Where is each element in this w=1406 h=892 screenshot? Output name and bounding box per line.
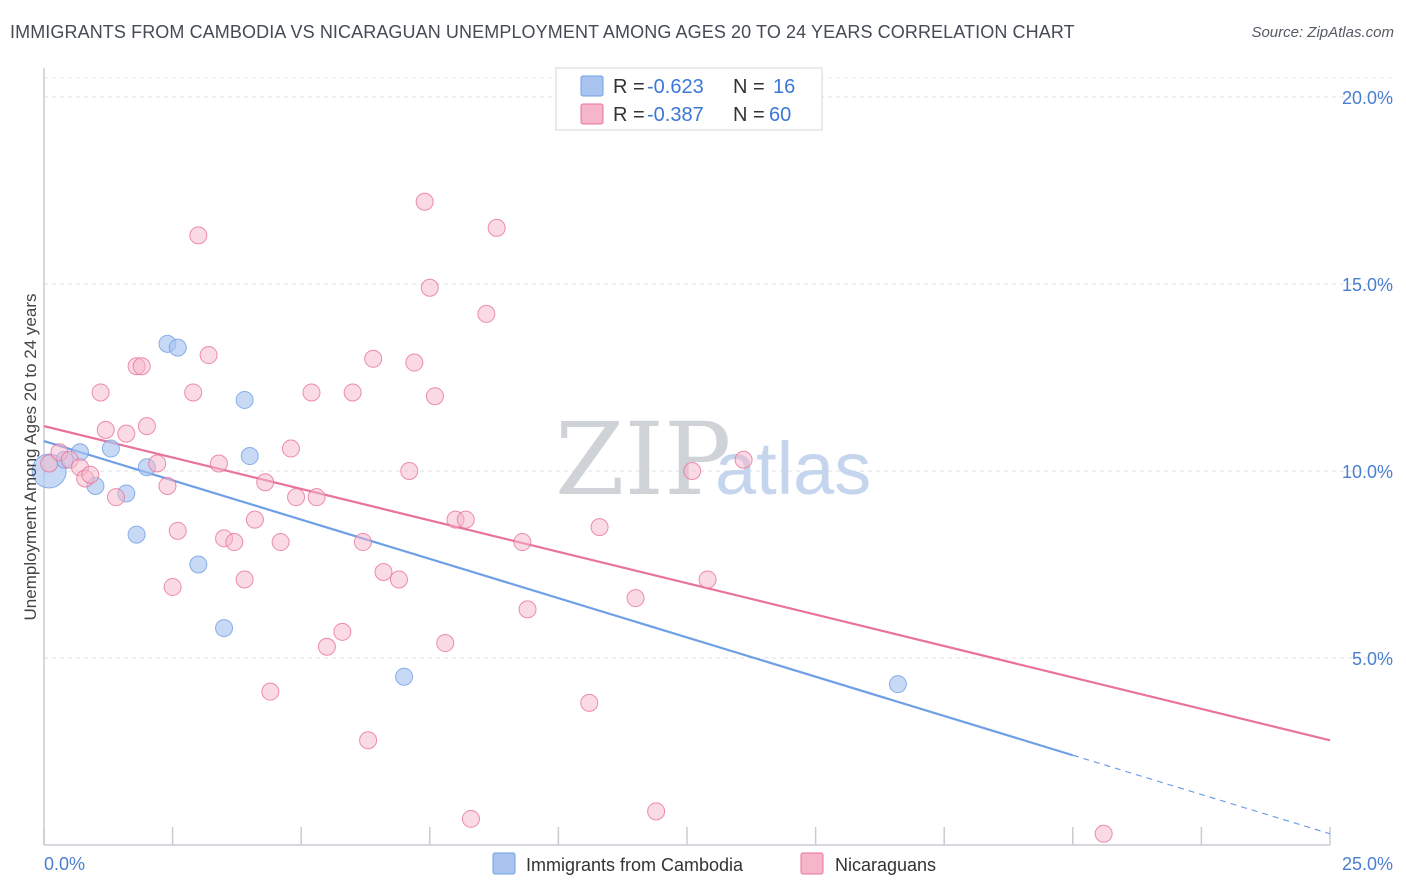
point-series1-15: [163, 577, 182, 596]
point-series1-57: [683, 462, 702, 480]
point-series0-10: [189, 555, 208, 574]
legend-swatch-cambodia: [492, 852, 516, 875]
point-series1-25: [256, 473, 275, 492]
point-series1-20: [209, 454, 228, 473]
point-series1-39: [389, 570, 408, 589]
point-series1-32: [317, 637, 336, 656]
point-series1-8: [107, 488, 126, 507]
point-series1-24: [245, 510, 264, 529]
y-tick-label-1: 10.0%: [1342, 462, 1393, 482]
point-series0-15: [888, 675, 907, 694]
y-tick-label-0: 5.0%: [1352, 649, 1393, 669]
point-series1-9: [117, 424, 136, 443]
chart-title: IMMIGRANTS FROM CAMBODIA VS NICARAGUAN U…: [10, 22, 1075, 42]
point-series1-5: [81, 465, 100, 484]
point-series1-43: [420, 278, 439, 297]
y-tick-labels: 5.0% 10.0% 15.0% 20.0%: [1342, 88, 1393, 669]
watermark-zip: ZIP: [555, 401, 731, 518]
legend-swatch-nicaraguans: [800, 852, 824, 875]
y-tick-label-2: 15.0%: [1342, 275, 1393, 295]
trend-line-ext-0: [1072, 754, 1331, 835]
x-tick-label-max: 25.0%: [1342, 854, 1393, 874]
legend-label-cambodia: Immigrants from Cambodia: [526, 855, 744, 875]
point-series0-9: [168, 338, 187, 357]
point-series1-27: [271, 533, 290, 552]
stats-r-label-2: R =: [613, 104, 645, 126]
point-series1-50: [487, 218, 506, 237]
point-series1-22: [225, 533, 244, 552]
point-series1-59: [734, 450, 753, 469]
point-series1-26: [261, 682, 280, 701]
x-tick-label-min: 0.0%: [44, 854, 85, 874]
stats-n-label-1: N =: [733, 76, 765, 98]
point-series1-49: [477, 304, 496, 323]
point-series1-35: [353, 533, 372, 552]
point-series1-53: [580, 693, 599, 712]
legend-label-nicaraguans: Nicaraguans: [835, 855, 936, 875]
stats-n-value-1: 16: [773, 76, 795, 98]
watermark-atlas: atlas: [715, 427, 871, 510]
point-series1-41: [405, 353, 424, 372]
point-series1-56: [647, 802, 666, 821]
source-note: Source: ZipAtlas.com: [1251, 24, 1394, 41]
point-series1-29: [287, 488, 306, 507]
stats-swatch-cambodia: [580, 75, 604, 97]
stats-r-value-1: -0.623: [647, 76, 704, 98]
point-series0-4: [101, 439, 120, 458]
point-series1-52: [518, 600, 537, 619]
point-series1-40: [400, 462, 419, 480]
point-series0-13: [240, 447, 259, 466]
point-series1-58: [698, 570, 717, 589]
point-series1-31: [307, 488, 326, 507]
point-series1-17: [184, 383, 203, 402]
point-series1-28: [281, 439, 300, 458]
stats-n-label-2: N =: [733, 104, 765, 126]
stats-swatch-nicaraguans: [580, 103, 604, 125]
point-series0-12: [235, 390, 254, 409]
point-series0-6: [127, 525, 146, 544]
scatter-points: [31, 192, 1113, 843]
point-series1-7: [96, 420, 115, 439]
stats-r-label-1: R =: [613, 76, 645, 98]
legend: Immigrants from Cambodia Nicaraguans: [492, 852, 936, 875]
point-series1-45: [436, 634, 455, 653]
point-series1-11: [132, 357, 151, 376]
point-series1-30: [302, 383, 321, 402]
y-tick-label-3: 20.0%: [1342, 88, 1393, 108]
point-series1-16: [168, 521, 187, 540]
point-series1-19: [199, 346, 218, 365]
point-series1-54: [590, 518, 609, 537]
point-series0-11: [215, 619, 234, 638]
point-series1-0: [40, 454, 59, 473]
point-series1-6: [91, 383, 110, 402]
point-series1-44: [425, 387, 444, 406]
point-series1-36: [359, 731, 378, 750]
point-series1-42: [415, 192, 434, 211]
point-series1-18: [189, 226, 208, 245]
point-series1-55: [626, 589, 645, 608]
stats-r-value-2: -0.387: [647, 104, 704, 126]
point-series1-23: [235, 570, 254, 589]
stats-box: R = -0.623 N = 16 R = -0.387 N = 60: [555, 67, 823, 131]
point-series1-60: [1094, 824, 1113, 843]
y-axis-label: Unemployment Among Ages 20 to 24 years: [21, 294, 40, 621]
point-series1-33: [333, 622, 352, 641]
axes: [43, 68, 1331, 846]
point-series1-14: [158, 476, 177, 495]
stats-n-value-2: 60: [769, 104, 791, 126]
point-series1-48: [461, 809, 480, 828]
point-series1-37: [364, 349, 383, 368]
trend-line-0: [43, 440, 1074, 757]
point-series1-13: [148, 454, 167, 473]
point-series1-51: [513, 533, 532, 552]
point-series0-14: [395, 667, 414, 686]
point-series1-34: [343, 383, 362, 402]
point-series1-47: [456, 510, 475, 529]
point-series1-38: [374, 562, 393, 581]
point-series1-12: [137, 417, 156, 436]
